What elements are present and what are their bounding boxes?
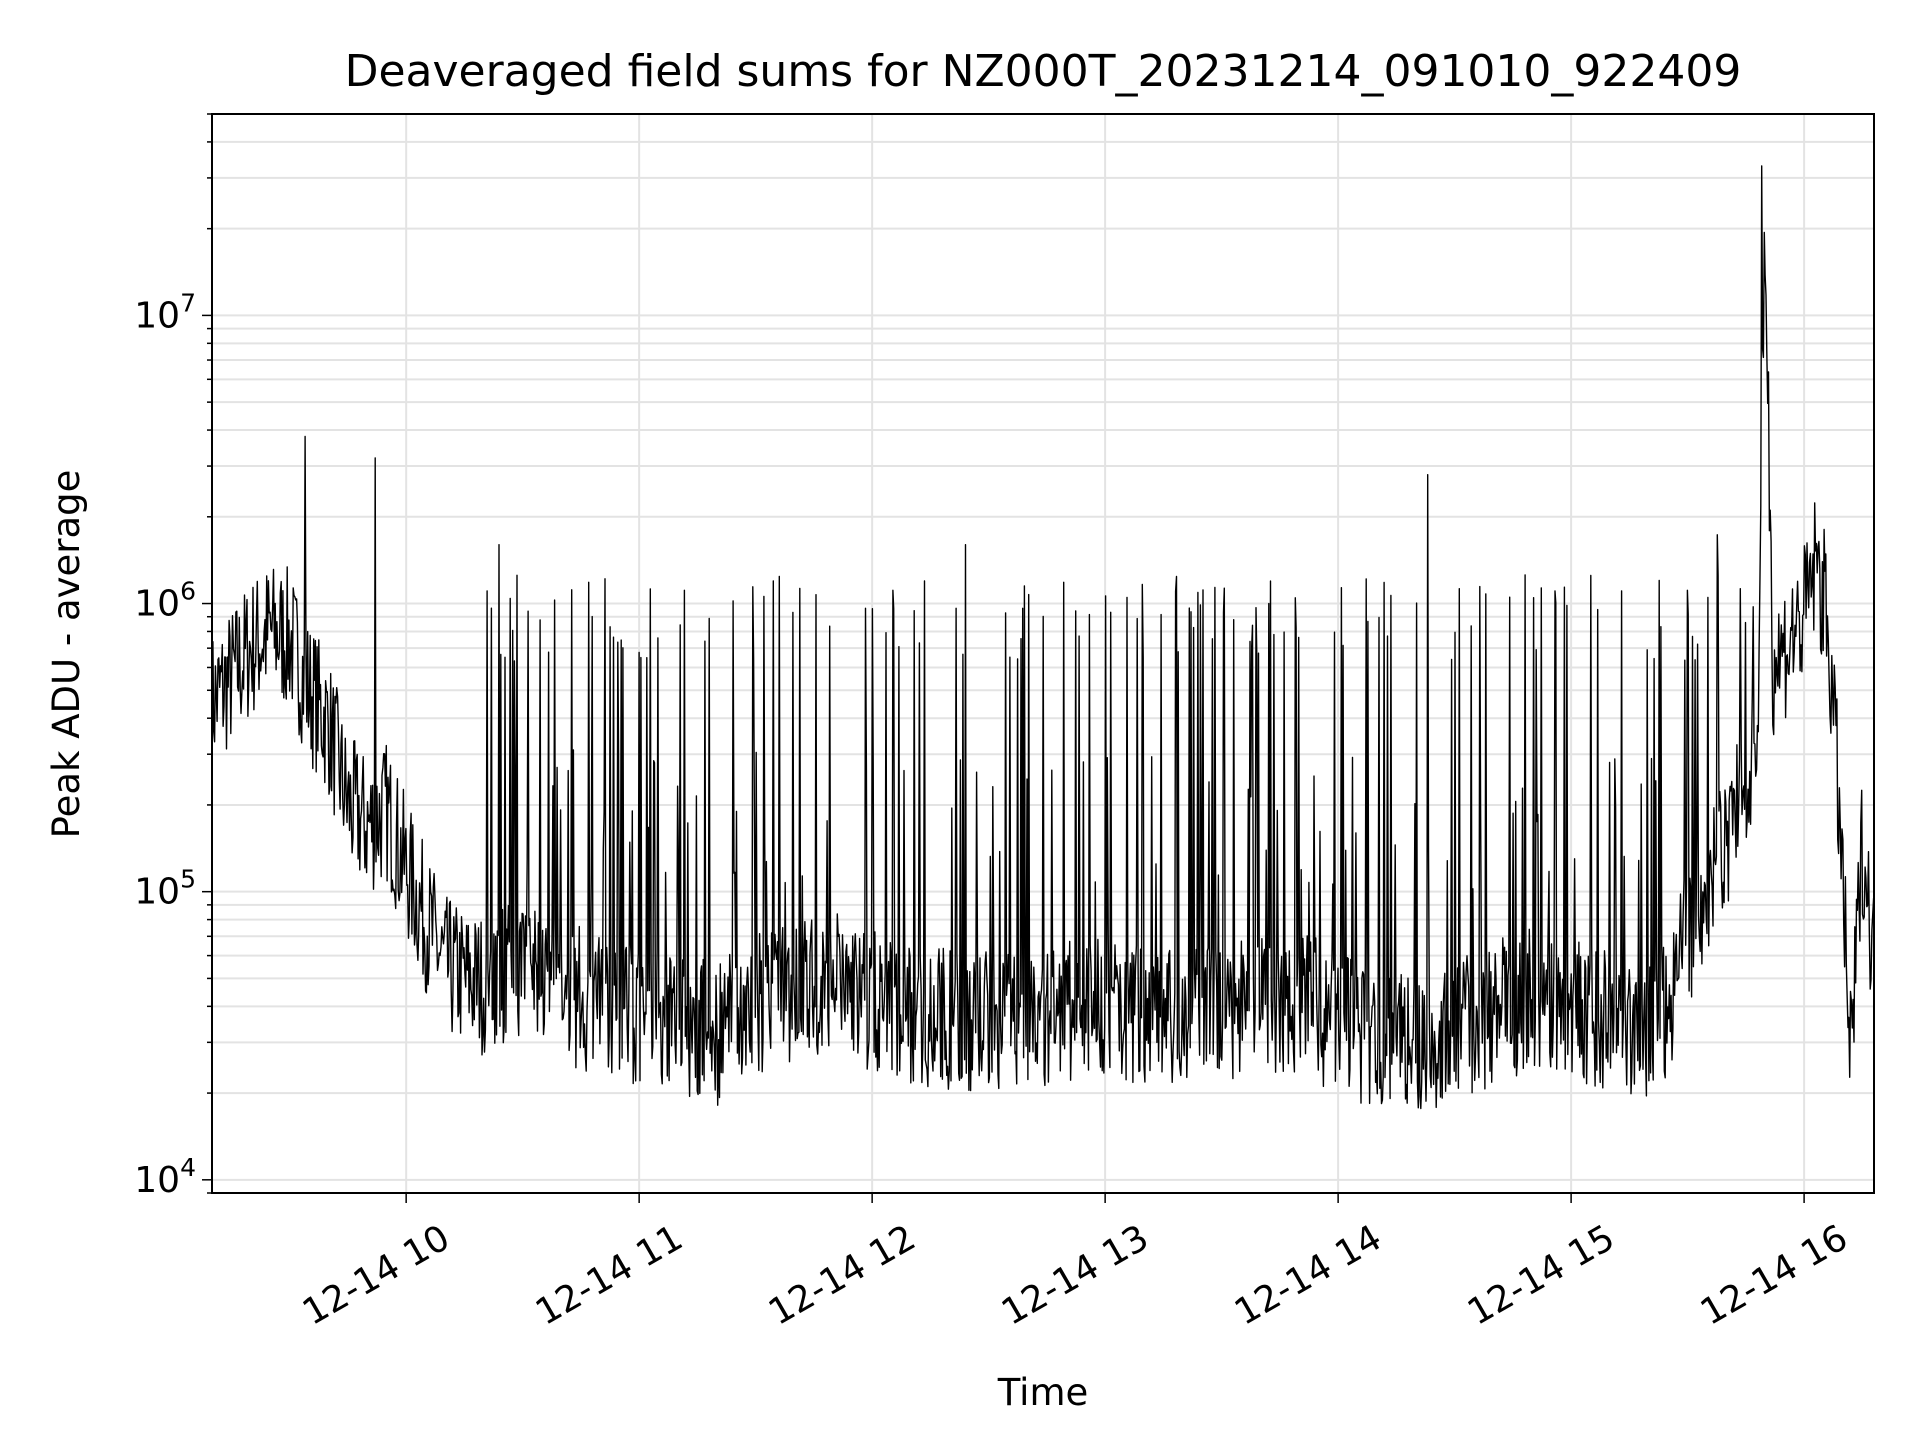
x-tick-label: 12-14 14: [1228, 1217, 1389, 1333]
y-tick-label: 105: [134, 865, 196, 913]
series-layer: [211, 165, 1875, 1110]
series-line: [211, 165, 1875, 1110]
x-axis: 12-14 10 12-14 11 12-14 12 12-14 13 12-14 14…: [296, 1193, 1855, 1334]
x-tick-label: 12-14 10: [296, 1217, 457, 1333]
y-tick-label: 104: [134, 1153, 196, 1201]
y-tick-label: 106: [134, 577, 196, 625]
y-tick-label: 107: [134, 288, 196, 336]
x-tick-label: 12-14 15: [1461, 1217, 1622, 1333]
chart-title: Deaveraged field sums for NZ000T_2023121…: [345, 46, 1742, 97]
x-tick-label: 12-14 12: [762, 1217, 923, 1333]
x-tick-label: 12-14 13: [995, 1217, 1156, 1333]
x-tick-label: 12-14 11: [529, 1217, 690, 1333]
y-axis-label: Peak ADU - average: [45, 470, 88, 839]
y-axis: 104 105 106 107: [134, 113, 212, 1201]
x-axis-label: Time: [997, 1371, 1089, 1414]
x-tick-label: 12-14 16: [1694, 1217, 1855, 1333]
plot-frame: [211, 113, 1875, 1194]
